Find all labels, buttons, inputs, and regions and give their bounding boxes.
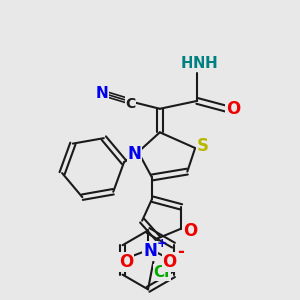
Text: Cl: Cl <box>154 265 170 280</box>
Text: C: C <box>125 97 136 111</box>
Text: O: O <box>226 100 241 118</box>
Text: N: N <box>143 242 157 260</box>
Text: N: N <box>95 85 108 100</box>
Text: O: O <box>119 253 134 271</box>
Text: -: - <box>178 243 184 261</box>
Text: O: O <box>163 253 177 271</box>
Text: H: H <box>181 56 194 71</box>
Text: O: O <box>183 223 197 241</box>
Text: N: N <box>128 145 141 163</box>
Text: H: H <box>205 56 217 71</box>
Text: N: N <box>193 56 206 71</box>
Text: S: S <box>197 137 209 155</box>
Text: +: + <box>157 237 167 250</box>
